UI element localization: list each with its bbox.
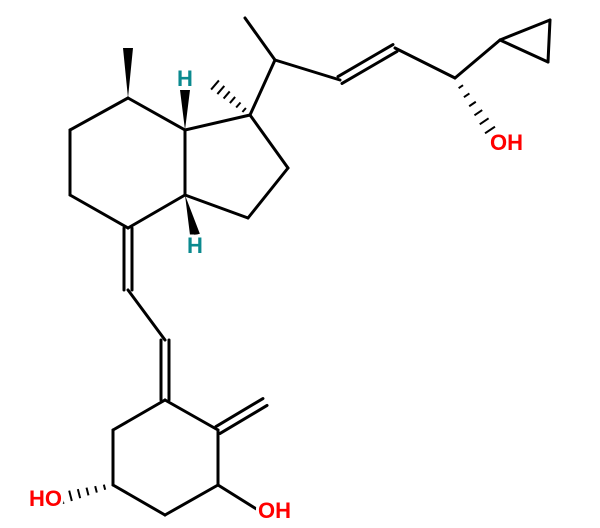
atom-label: H — [187, 233, 203, 258]
atom-label: HO — [29, 486, 62, 511]
molecule-diagram: HHHHOHOHHOHOOHOH — [0, 0, 600, 528]
atom-label: OH — [490, 130, 523, 155]
atom-label: OH — [258, 498, 291, 523]
atom-label: H — [177, 66, 193, 91]
